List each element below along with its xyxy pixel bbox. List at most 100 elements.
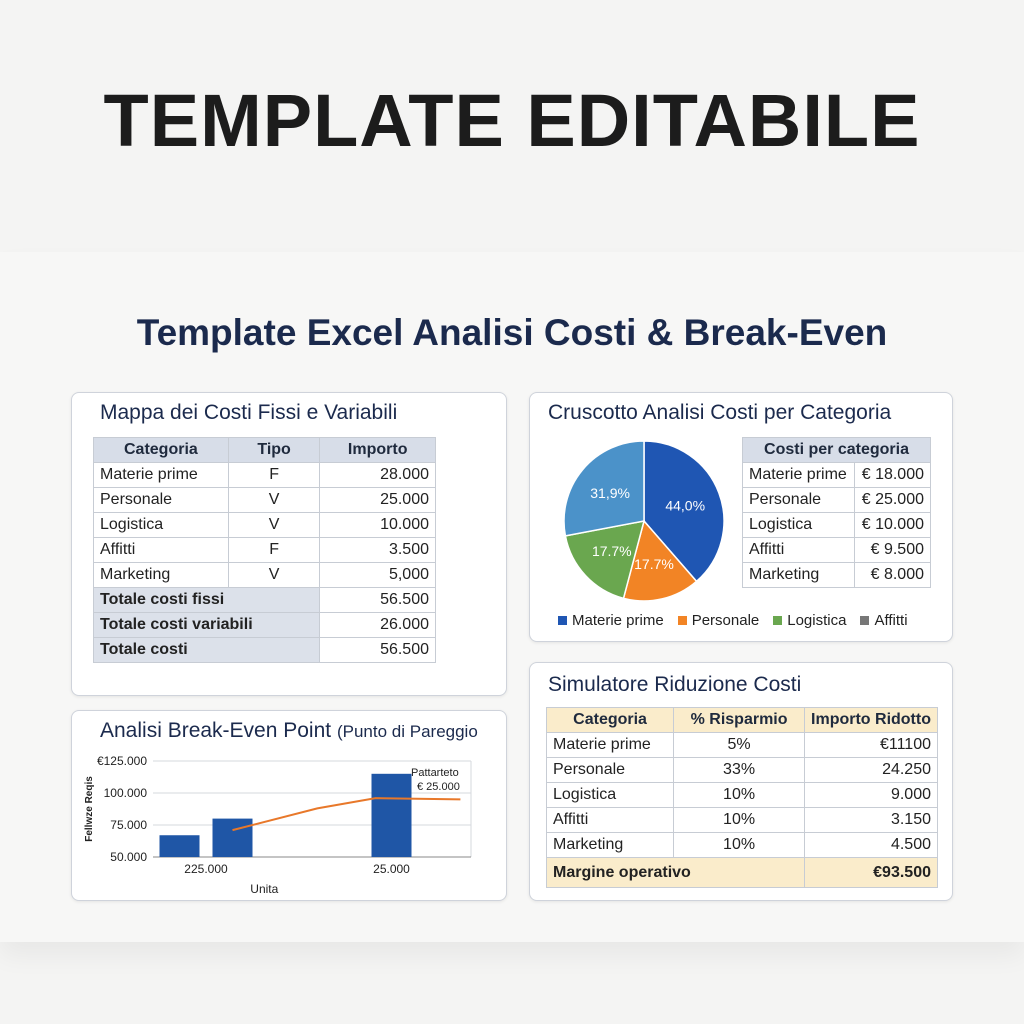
table-row: Materie prime F 28.000 bbox=[93, 462, 436, 488]
type-cell[interactable]: V bbox=[227, 562, 321, 588]
category-cell[interactable]: Marketing bbox=[545, 832, 675, 858]
reduced-cell[interactable]: 3.150 bbox=[804, 807, 938, 833]
category-cell[interactable]: Logistica bbox=[742, 512, 855, 538]
cost-map-table: Categoria Tipo Importo Materie prime F 28.… bbox=[92, 437, 436, 663]
saving-cell[interactable]: 5% bbox=[673, 732, 806, 758]
reduced-cell[interactable]: 9.000 bbox=[804, 782, 938, 808]
column-header: Importo Ridotto bbox=[804, 707, 938, 733]
pie-slice[interactable] bbox=[563, 440, 645, 537]
x-tick-label: 25.000 bbox=[373, 862, 410, 876]
pie-slice[interactable] bbox=[564, 520, 646, 600]
column-header: Tipo bbox=[227, 437, 321, 463]
bar[interactable] bbox=[371, 773, 412, 857]
margin-row: Margine operativo €93.500 bbox=[545, 857, 938, 888]
bar[interactable] bbox=[159, 835, 200, 857]
total-label: Totale costi fissi bbox=[92, 587, 321, 613]
legend-label: Affitti bbox=[874, 612, 908, 629]
pie-slice[interactable] bbox=[622, 519, 698, 602]
legend-label: Materie prime bbox=[572, 612, 664, 629]
reduced-cell[interactable]: €11100 bbox=[804, 732, 938, 758]
table-row: Materie prime 5% €11100 bbox=[545, 732, 938, 758]
column-header: Importo bbox=[319, 437, 436, 463]
y-tick-label: €125.000 bbox=[97, 754, 147, 768]
table-row: Logistica V 10.000 bbox=[93, 512, 436, 538]
legend-swatch bbox=[677, 616, 687, 625]
column-header: Costi per categoria bbox=[742, 437, 931, 463]
simulator-title: Simulatore Riduzione Costi bbox=[548, 673, 802, 696]
category-cell[interactable]: Personale bbox=[742, 487, 855, 513]
legend-label: Logistica bbox=[787, 612, 847, 629]
amount-cell[interactable]: € 8.000 bbox=[853, 562, 932, 588]
category-cell[interactable]: Marketing bbox=[93, 562, 229, 588]
table-row: Marketing 10% 4.500 bbox=[545, 832, 938, 858]
table-row: Materie prime € 18.000 bbox=[742, 462, 932, 488]
simulator-panel: Simulatore Riduzione Costi Categoria % R… bbox=[529, 662, 953, 901]
type-cell[interactable]: V bbox=[227, 487, 321, 513]
total-value[interactable]: 26.000 bbox=[319, 612, 436, 638]
amount-cell[interactable]: € 9.500 bbox=[853, 537, 932, 563]
type-cell[interactable]: F bbox=[227, 537, 321, 563]
pie-slice-label: 17.7% bbox=[592, 543, 632, 559]
amount-cell[interactable]: 3.500 bbox=[319, 537, 436, 563]
pie-slice[interactable] bbox=[643, 440, 725, 583]
type-cell[interactable]: F bbox=[227, 462, 321, 488]
category-cell[interactable]: Materie prime bbox=[93, 462, 229, 488]
total-row: Totale costi fissi 56.500 bbox=[92, 587, 436, 613]
breakeven-annotation: Pattarteto € 25.000 bbox=[411, 766, 460, 794]
table-row: Marketing € 8.000 bbox=[742, 562, 932, 588]
total-value[interactable]: 56.500 bbox=[319, 587, 436, 613]
category-cell[interactable]: Personale bbox=[93, 487, 229, 513]
breakeven-title: Analisi Break-Even Point (Punto di Pareg… bbox=[100, 719, 506, 743]
banner-title: TEMPLATE EDITABILE bbox=[103, 78, 921, 162]
type-cell[interactable]: V bbox=[227, 512, 321, 538]
category-cell[interactable]: Personale bbox=[545, 757, 675, 783]
saving-cell[interactable]: 33% bbox=[673, 757, 806, 783]
category-cell[interactable]: Materie prime bbox=[742, 462, 855, 488]
total-label: Totale costi bbox=[92, 637, 321, 663]
table-row: Personale 33% 24.250 bbox=[545, 757, 938, 783]
table-row: Logistica 10% 9.000 bbox=[545, 782, 938, 808]
column-header: % Risparmio bbox=[673, 707, 806, 733]
legend-swatch bbox=[558, 616, 567, 625]
pie-slice-label: 44,0% bbox=[665, 498, 705, 514]
category-cost-table: Costi per categoria Materie prime € 18.00… bbox=[742, 437, 932, 588]
legend-swatch bbox=[773, 616, 783, 625]
category-pie-chart: 44,0% 17.7%17.7% 31,9% bbox=[563, 440, 725, 602]
category-cell[interactable]: Materie prime bbox=[545, 732, 675, 758]
breakeven-title-suffix: (Punto di Pareggio bbox=[336, 722, 478, 741]
y-tick-label: 75.000 bbox=[110, 818, 147, 832]
legend-item: Logistica bbox=[773, 612, 846, 629]
reduced-cell[interactable]: 4.500 bbox=[804, 832, 938, 858]
pie-legend: Materie prime Personale Logistica Affitti bbox=[558, 612, 908, 629]
amount-cell[interactable]: 25.000 bbox=[319, 487, 436, 513]
x-axis-label: Unita bbox=[250, 882, 278, 896]
x-tick-label: 225.000 bbox=[184, 862, 228, 876]
amount-cell[interactable]: € 25.000 bbox=[853, 487, 932, 513]
legend-item: Personale bbox=[677, 612, 759, 629]
margin-label: Margine operativo bbox=[545, 857, 806, 888]
total-row: Totale costi variabili 26.000 bbox=[92, 612, 436, 638]
amount-cell[interactable]: € 18.000 bbox=[853, 462, 932, 488]
saving-cell[interactable]: 10% bbox=[673, 807, 806, 833]
amount-cell[interactable]: € 10.000 bbox=[853, 512, 932, 538]
total-value[interactable]: 56.500 bbox=[319, 637, 436, 663]
saving-cell[interactable]: 10% bbox=[673, 782, 806, 808]
category-cell[interactable]: Logistica bbox=[545, 782, 675, 808]
dashboard-title: Cruscotto Analisi Costi per Categoria bbox=[548, 401, 892, 424]
amount-cell[interactable]: 10.000 bbox=[319, 512, 436, 538]
category-cell[interactable]: Logistica bbox=[93, 512, 229, 538]
category-cell[interactable]: Affitti bbox=[93, 537, 229, 563]
banner: TEMPLATE EDITABILE bbox=[0, 0, 1024, 240]
reduced-cell[interactable]: 24.250 bbox=[804, 757, 938, 783]
amount-cell[interactable]: 28.000 bbox=[319, 462, 436, 488]
table-row: Marketing V 5,000 bbox=[93, 562, 436, 588]
saving-cell[interactable]: 10% bbox=[673, 832, 806, 858]
category-cell[interactable]: Affitti bbox=[742, 537, 855, 563]
category-cell[interactable]: Marketing bbox=[742, 562, 855, 588]
amount-cell[interactable]: 5,000 bbox=[319, 562, 436, 588]
breakeven-panel: Analisi Break-Even Point (Punto di Pareg… bbox=[71, 710, 507, 901]
table-row: Personale € 25.000 bbox=[742, 487, 932, 513]
bar[interactable] bbox=[212, 818, 253, 857]
category-cell[interactable]: Affitti bbox=[545, 807, 675, 833]
margin-value[interactable]: €93.500 bbox=[804, 857, 938, 888]
